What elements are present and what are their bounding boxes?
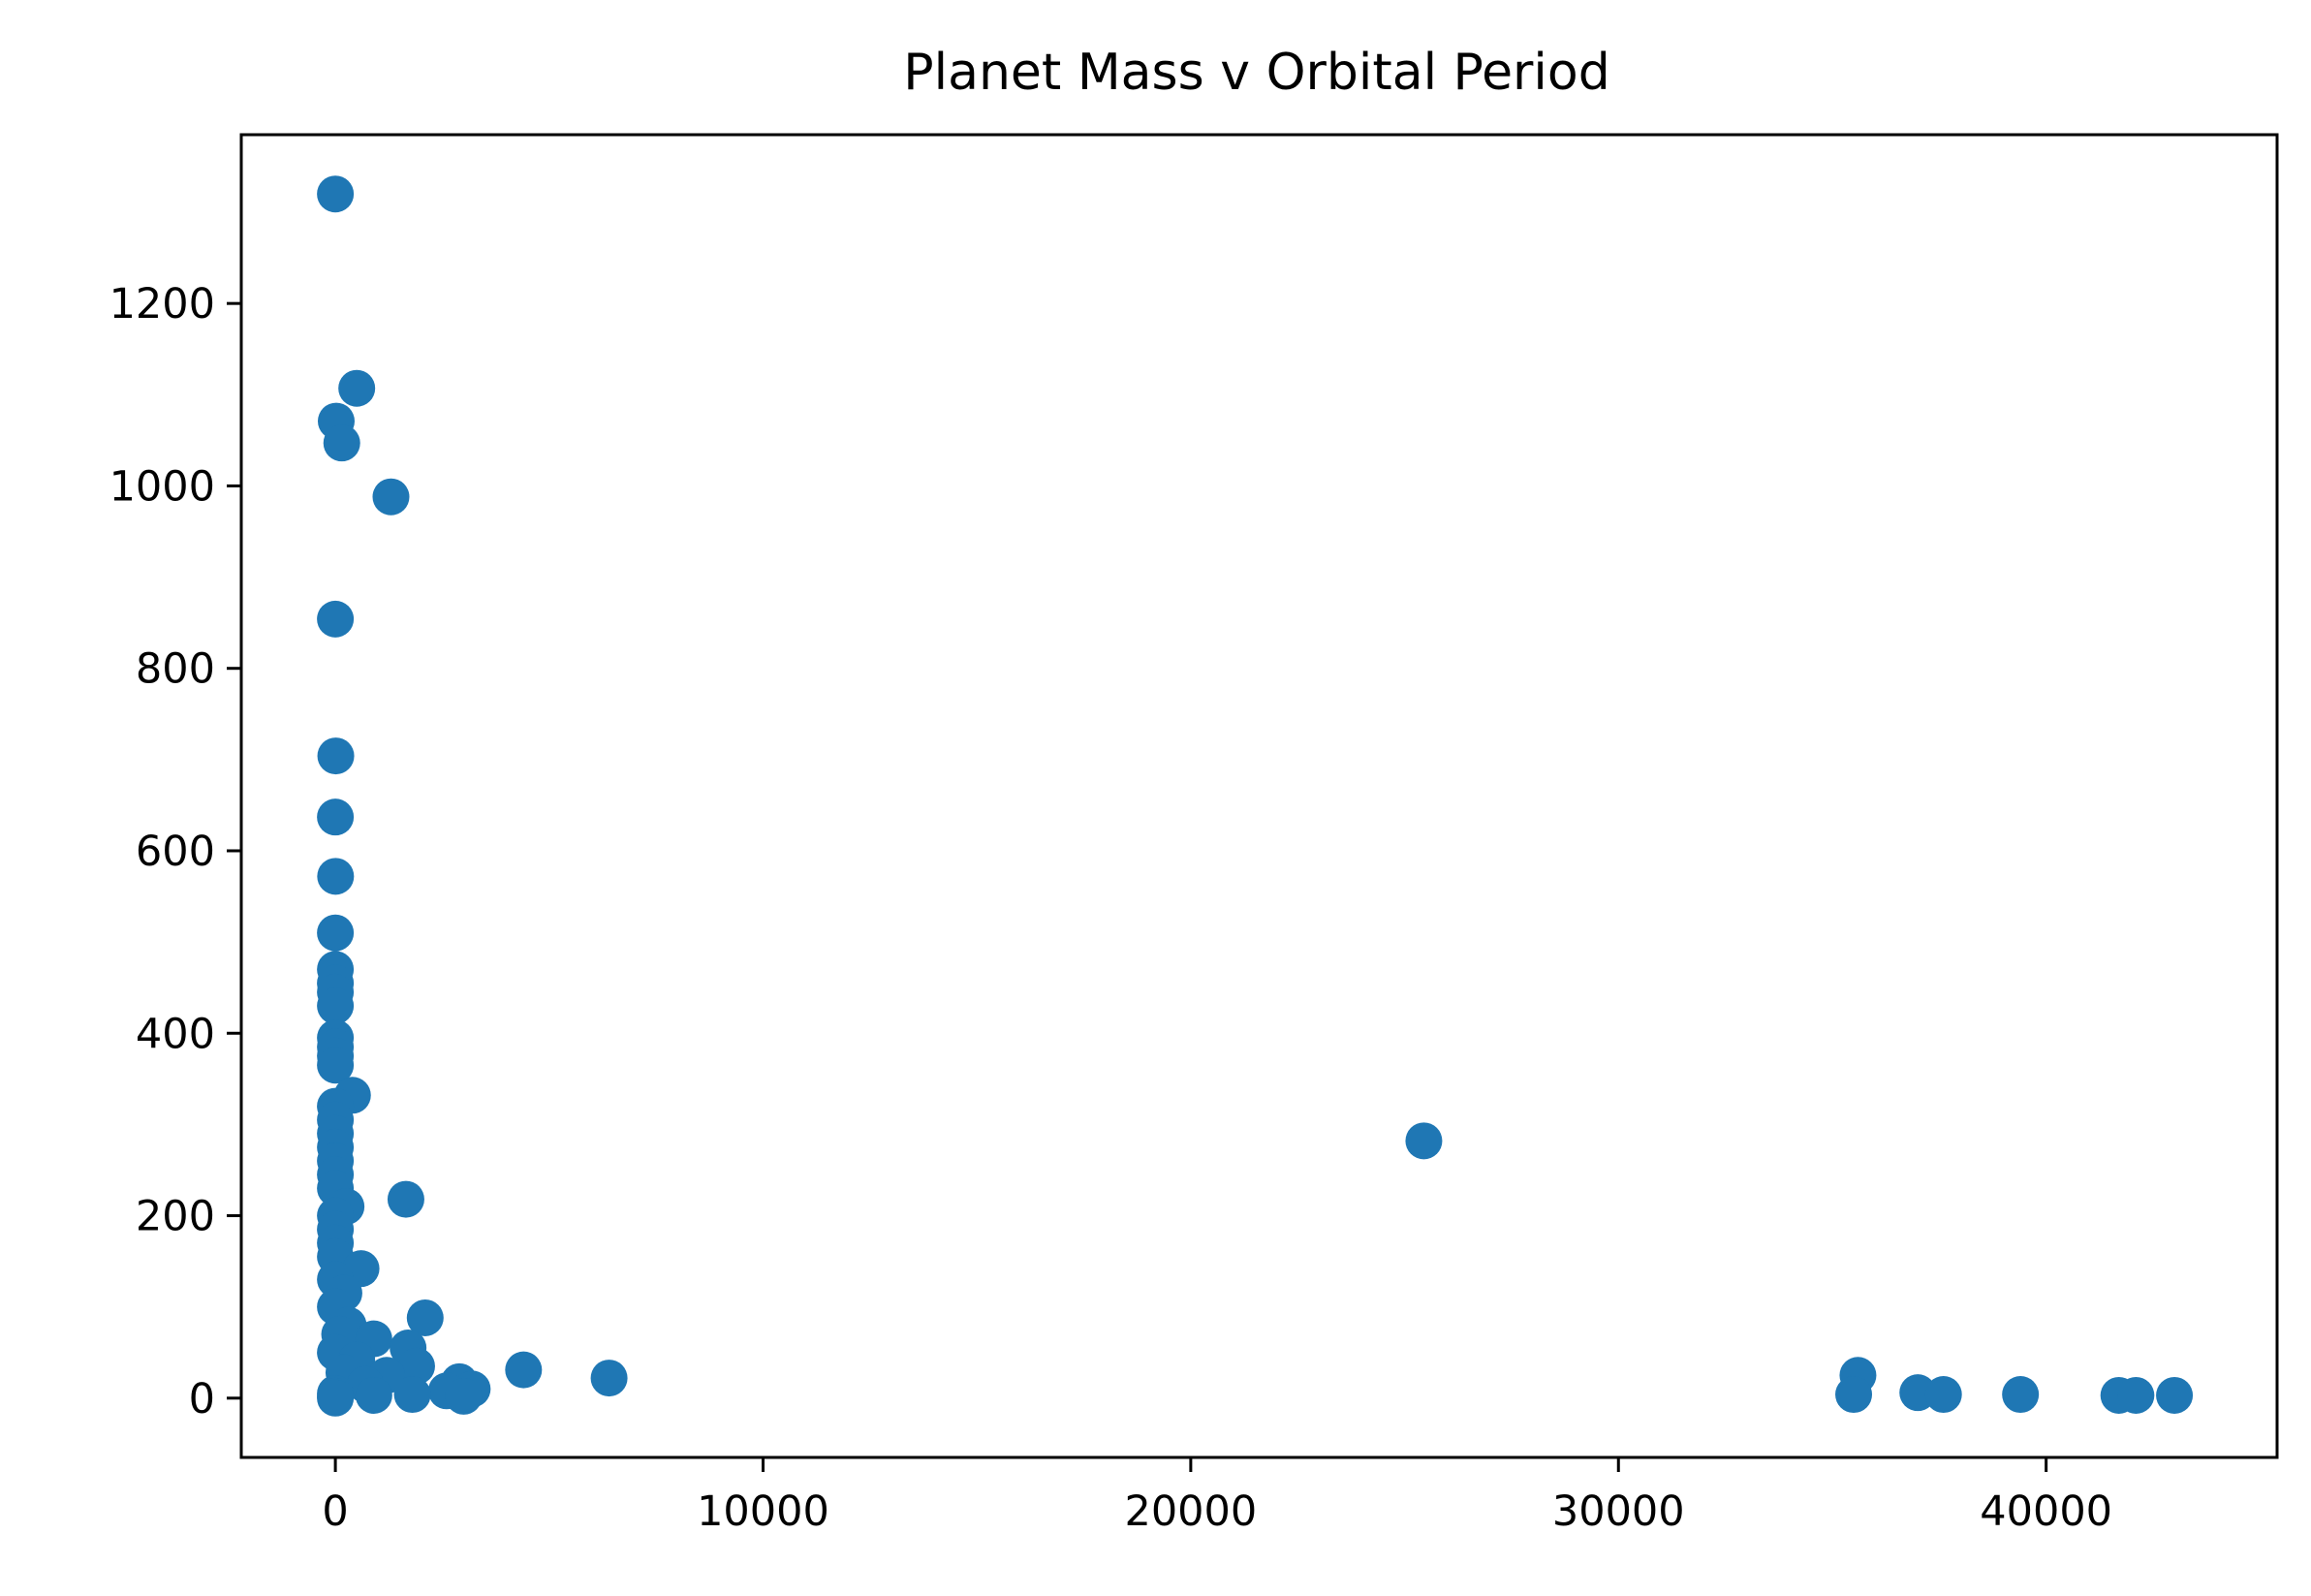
x-tick-label: 10000 [697, 1487, 829, 1536]
data-point [397, 1347, 435, 1385]
data-point [317, 175, 355, 213]
data-point [317, 1047, 355, 1084]
data-point [590, 1360, 628, 1397]
data-point [338, 369, 376, 407]
y-tick-label: 1200 [109, 280, 215, 329]
data-point [317, 600, 355, 638]
data-point [1405, 1122, 1443, 1160]
data-point [393, 1376, 431, 1414]
y-tick-label: 400 [136, 1010, 215, 1058]
y-tick-label: 800 [136, 645, 215, 694]
data-point [317, 1379, 355, 1417]
plot-area-frame [239, 133, 2279, 1459]
data-point [406, 1299, 444, 1336]
data-point [317, 858, 355, 895]
x-tick-label: 40000 [1980, 1487, 2112, 1536]
y-tick-label: 200 [136, 1193, 215, 1241]
data-point [317, 987, 355, 1025]
data-point [505, 1351, 543, 1389]
y-tick-label: 0 [189, 1375, 215, 1424]
data-point [372, 478, 410, 516]
data-point [445, 1377, 483, 1415]
data-point [1835, 1376, 1873, 1414]
x-tick-label: 20000 [1124, 1487, 1257, 1536]
chart-title: Planet Mass v Orbital Period [903, 44, 1609, 102]
x-axis: 0 10000 20000 30000 40000 [322, 1457, 2112, 1536]
data-point [317, 798, 355, 836]
data-point [323, 424, 360, 462]
data-point [2156, 1376, 2194, 1414]
y-tick-label: 1000 [109, 462, 215, 511]
data-points [317, 175, 2194, 1417]
data-point [2117, 1376, 2155, 1414]
y-axis: 0 200 400 600 800 1000 1200 [109, 280, 241, 1424]
data-point [1924, 1376, 1962, 1414]
data-point [355, 1376, 392, 1414]
x-tick-label: 30000 [1552, 1487, 1685, 1536]
data-point [387, 1180, 424, 1218]
data-point [2002, 1376, 2040, 1414]
y-tick-label: 600 [136, 828, 215, 876]
data-point [317, 737, 355, 775]
x-tick-label: 0 [322, 1487, 348, 1536]
data-point [317, 914, 355, 952]
